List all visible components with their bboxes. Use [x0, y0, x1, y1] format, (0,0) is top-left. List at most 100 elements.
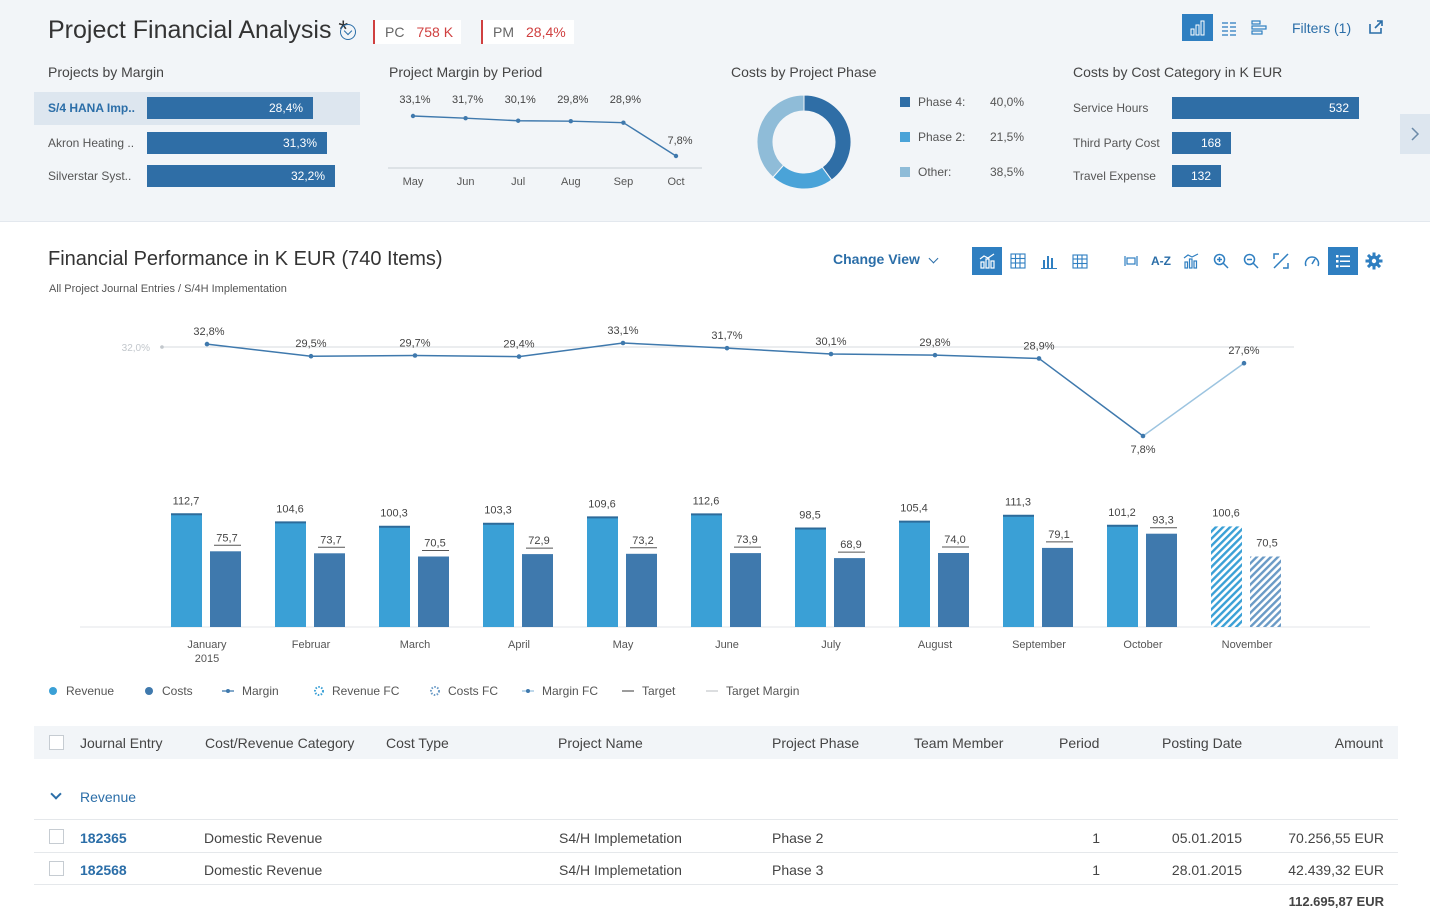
change-view-button[interactable]: Change View — [833, 251, 920, 267]
chart-type-button[interactable] — [1176, 247, 1206, 275]
category-bar[interactable]: 132 — [1172, 165, 1221, 187]
share-icon[interactable] — [1368, 19, 1384, 35]
filters-button[interactable]: Filters (1) — [1292, 20, 1352, 36]
personalize-button[interactable] — [1297, 247, 1327, 275]
row-checkbox[interactable] — [49, 861, 64, 876]
category-label[interactable]: Travel Expense — [1073, 169, 1156, 183]
project-label[interactable]: Akron Heating .. — [48, 136, 135, 150]
table-row[interactable] — [34, 853, 1398, 885]
legend-icon — [1124, 256, 1138, 266]
legend-label: Phase 4: — [918, 95, 966, 109]
revenue-bar — [587, 517, 618, 627]
legend-item-target[interactable]: Target — [622, 684, 675, 698]
costs-data-label: 73,9 — [736, 534, 757, 546]
grid-icon — [1010, 253, 1026, 269]
project-margin-bar[interactable]: 31,3% — [147, 132, 327, 154]
column-header[interactable]: Project Phase — [772, 735, 860, 751]
zoom-out-button[interactable] — [1236, 247, 1266, 275]
legend-item-costs-fc[interactable]: Costs FC — [430, 684, 498, 698]
column-header[interactable]: Posting Date — [1162, 735, 1243, 751]
project-label[interactable]: Silverstar Syst.. — [48, 169, 132, 183]
legend-toggle-button[interactable] — [1116, 247, 1146, 275]
kpi-pm[interactable]: PM 28,4% — [481, 20, 574, 44]
column-header[interactable]: Amount — [1334, 735, 1383, 751]
table-chart-button[interactable] — [1003, 247, 1033, 275]
x-tick-label: May — [613, 639, 634, 651]
margin-point — [204, 341, 210, 347]
column-header[interactable]: Period — [1059, 735, 1100, 751]
margin-point — [828, 351, 834, 357]
details-list-button[interactable] — [1328, 247, 1358, 275]
margin-point — [724, 345, 730, 351]
select-all-checkbox[interactable] — [49, 735, 64, 750]
bar-chart-button[interactable] — [1034, 247, 1064, 275]
kpi-pc[interactable]: PC 758 K — [373, 20, 462, 44]
legend-label: Costs FC — [448, 684, 499, 698]
costs-by-phase-donut[interactable] — [752, 90, 856, 194]
margin-data-label: 29,7% — [399, 337, 430, 349]
journal-entry-link[interactable]: 182365 — [80, 830, 127, 846]
revenue-data-label: 98,5 — [799, 510, 820, 522]
group-label[interactable]: Revenue — [80, 789, 137, 805]
revenue-bar — [483, 523, 514, 627]
legend-label: Revenue FC — [332, 684, 400, 698]
list-view-button[interactable] — [1244, 14, 1275, 41]
legend-item-revenue-fc[interactable]: Revenue FC — [314, 684, 399, 698]
cell-project: S4/H Implemetation — [559, 830, 682, 846]
legend-value: 38,5% — [990, 165, 1025, 179]
legend-label: Target — [642, 684, 676, 698]
legend-label: Phase 2: — [918, 130, 966, 144]
column-header[interactable]: Cost/Revenue Category — [205, 735, 355, 751]
group-row[interactable] — [34, 782, 1398, 820]
category-bar[interactable]: 532 — [1172, 97, 1359, 119]
project-margin-bar[interactable]: 28,4% — [147, 97, 313, 119]
margin-point — [516, 118, 521, 123]
project-label[interactable]: S/4 HANA Imp.. — [48, 101, 135, 115]
legend-item-margin-fc[interactable]: Margin FC — [522, 684, 598, 698]
cell-phase: Phase 2 — [772, 830, 824, 846]
column-header[interactable]: Journal Entry — [80, 735, 163, 751]
revenue-data-label: 112,6 — [693, 495, 720, 507]
header-view-switch — [1182, 14, 1275, 41]
revenue-data-label: 103,3 — [484, 505, 512, 517]
margin-line — [412, 115, 677, 157]
row-checkbox[interactable] — [49, 829, 64, 844]
heatmap-button[interactable] — [1065, 247, 1095, 275]
variant-dropdown-icon[interactable] — [340, 24, 356, 40]
margin-point — [620, 340, 626, 346]
category-bar[interactable]: 168 — [1172, 132, 1231, 154]
legend-item-costs[interactable]: Costs — [144, 684, 193, 698]
category-label[interactable]: Third Party Cost — [1073, 136, 1160, 150]
target-margin-label: 32,0% — [122, 343, 150, 354]
table-view-button[interactable] — [1213, 14, 1244, 41]
financial-performance-chart[interactable]: 32,0% 112,7 75,7 January 2015 104,6 73,7 Februa… — [0, 320, 1430, 670]
data-label: 28,9% — [610, 94, 641, 106]
legend-item-margin[interactable]: Margin — [222, 684, 279, 698]
sort-button[interactable]: A-Z — [1146, 247, 1176, 275]
column-header[interactable]: Team Member — [914, 735, 1004, 751]
category-label[interactable]: Service Hours — [1073, 101, 1149, 115]
journal-entry-link[interactable]: 182568 — [80, 862, 127, 878]
combo-chart-button[interactable] — [972, 247, 1002, 275]
revenue-bar — [1107, 525, 1138, 627]
settings-button[interactable] — [1359, 247, 1389, 275]
legend-line-icon — [706, 690, 718, 692]
column-header[interactable]: Project Name — [558, 735, 643, 751]
donut-slice — [756, 94, 805, 178]
legend-swatch — [900, 132, 910, 142]
x-tick-label: August — [918, 639, 952, 651]
margin-by-period-chart[interactable]: 33,1% May 31,7% Jun 30,1% Jul 29,8% Aug 28,9% Sep… — [380, 88, 710, 198]
fullscreen-button[interactable] — [1266, 247, 1296, 275]
margin-point — [412, 353, 418, 358]
data-label: 31,7% — [452, 94, 483, 106]
project-margin-bar[interactable]: 32,2% — [147, 165, 335, 187]
legend-item-target-margin[interactable]: Target Margin — [706, 684, 799, 698]
zoom-in-button[interactable] — [1206, 247, 1236, 275]
legend-item-revenue[interactable]: Revenue — [48, 684, 114, 698]
table-row[interactable] — [34, 821, 1398, 853]
column-header[interactable]: Cost Type — [386, 735, 449, 751]
costs-bar — [834, 558, 865, 627]
chart-view-button[interactable] — [1182, 14, 1213, 41]
margin-point — [621, 120, 626, 125]
carousel-next-button[interactable] — [1400, 114, 1430, 154]
